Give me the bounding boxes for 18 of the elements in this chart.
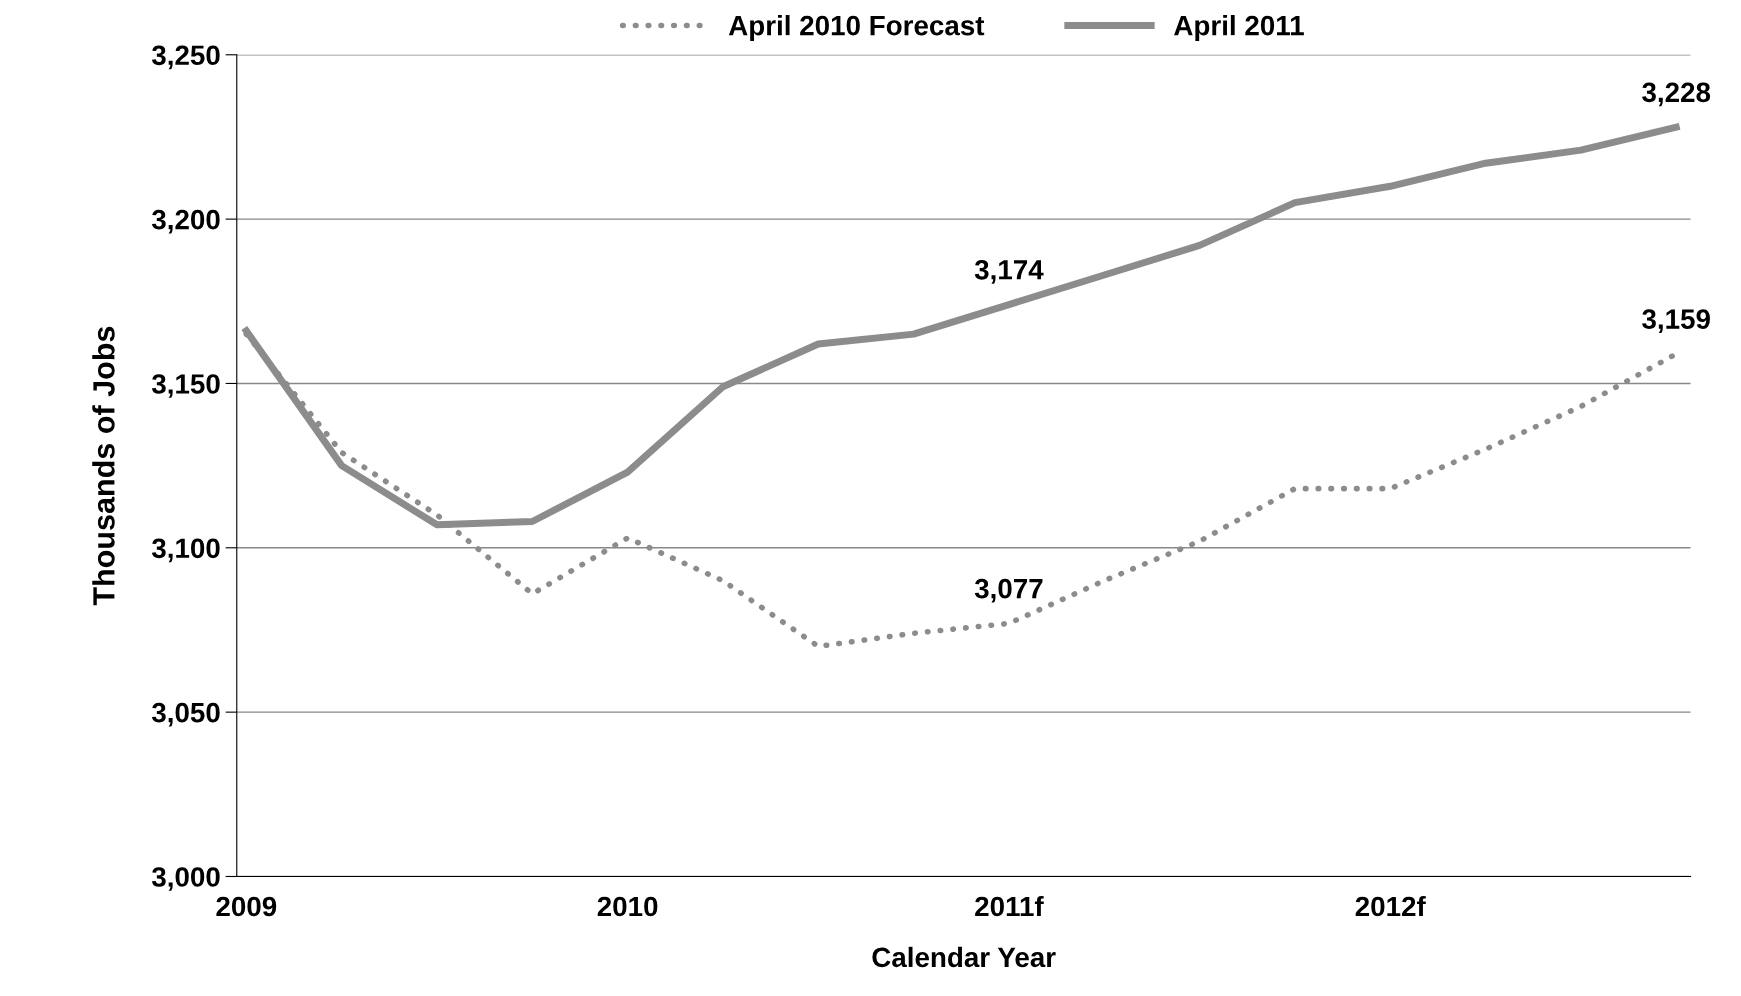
y-axis-title: Thousands of Jobs bbox=[92, 326, 115, 606]
x-tick-label: 2012f bbox=[1355, 895, 1426, 917]
y-tick-label: 3,100 bbox=[151, 538, 220, 563]
legend-label: April 2011 bbox=[1174, 15, 1304, 41]
x-tick-label: 2009 bbox=[216, 896, 277, 917]
y-tick-label: 3,050 bbox=[151, 702, 220, 727]
x-tick-label: 2011f bbox=[975, 895, 1044, 917]
y-tick-label: 3,250 bbox=[151, 45, 220, 70]
data-label: 3,077 bbox=[974, 578, 1043, 603]
legend-label: April 2010 Forecast bbox=[728, 15, 985, 41]
data-label: 3,174 bbox=[974, 259, 1044, 284]
x-tick-label: 2010 bbox=[597, 896, 658, 917]
data-label: 3,159 bbox=[1642, 309, 1710, 333]
y-tick-label: 3,000 bbox=[151, 867, 220, 891]
x-axis-title: Calendar Year bbox=[872, 946, 1056, 968]
y-tick-label: 3,150 bbox=[151, 374, 220, 398]
data-label: 3,228 bbox=[1642, 82, 1711, 107]
y-tick-label: 3,200 bbox=[151, 209, 220, 234]
